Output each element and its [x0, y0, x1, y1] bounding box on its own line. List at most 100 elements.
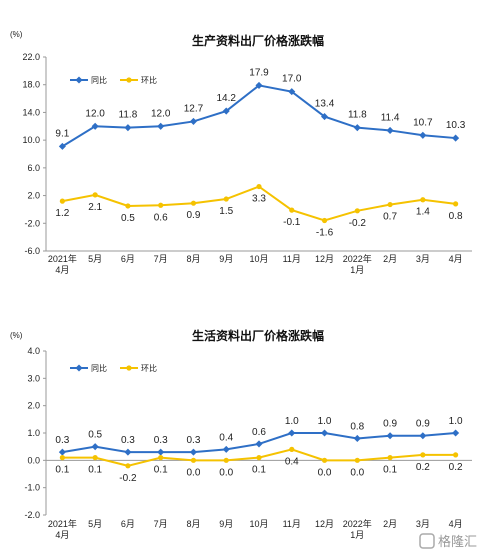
series-point: [289, 446, 295, 452]
data-label: 0.3: [55, 435, 69, 446]
data-label: 1.0: [449, 416, 463, 427]
watermark: 格隆汇: [419, 533, 477, 549]
chart-producer-goods: 生产资料出厂价格涨跌幅 (%) 22.0 18.0 14.0 10.0 6.0 2.0 -2.0…: [10, 30, 472, 275]
series-point: [289, 207, 295, 213]
x-tick-label: 8月: [186, 519, 200, 529]
data-label: 0.6: [154, 212, 168, 223]
series-point: [92, 455, 98, 461]
series-point: [419, 131, 427, 139]
series-point: [452, 429, 460, 437]
data-label: 0.0: [350, 467, 364, 478]
series-point: [387, 455, 393, 461]
y-axis-unit: (%): [10, 30, 23, 39]
data-label: 11.8: [119, 110, 138, 121]
data-label: 10.3: [446, 120, 466, 131]
legend-marker: [75, 76, 83, 84]
x-tick-label: 6月: [121, 519, 135, 529]
series-point: [223, 196, 229, 202]
series-point: [189, 117, 197, 125]
data-label: 2.1: [88, 202, 102, 213]
data-label: 9.1: [55, 128, 69, 139]
x-tick-label: 9月: [219, 254, 233, 264]
data-label: 11.4: [381, 112, 400, 123]
data-label: 0.6: [252, 427, 266, 438]
series-point: [157, 448, 165, 456]
legend-label: 同比: [91, 75, 107, 85]
x-tick-label: 10月: [249, 254, 268, 264]
data-label: 0.9: [416, 419, 430, 430]
data-label: 0.7: [383, 212, 397, 223]
data-label: 0.3: [187, 435, 201, 446]
data-label: -0.1: [283, 217, 301, 228]
legend-label: 同比: [91, 363, 107, 373]
series-point: [386, 432, 394, 440]
y-tick-label: 18.0: [22, 80, 40, 90]
legend-marker: [126, 77, 132, 83]
data-label: 12.0: [85, 108, 105, 119]
series-point: [125, 203, 131, 209]
x-tick-label: 11月: [283, 519, 301, 529]
data-label: 0.1: [154, 465, 168, 476]
data-label: 0.1: [252, 465, 266, 476]
data-label: 0.4: [219, 432, 233, 443]
y-tick-label: 10.0: [22, 135, 40, 145]
series-point: [158, 455, 164, 461]
y-tick-label: 6.0: [27, 163, 40, 173]
data-label: -0.2: [119, 473, 137, 484]
x-tick-label: 2022年 1月: [343, 253, 372, 275]
series-point: [321, 457, 328, 463]
legend-label: 环比: [141, 363, 157, 373]
y-tick-label: -2.0: [24, 218, 40, 228]
data-label: 1.5: [219, 206, 233, 217]
x-tick-label: 11月: [283, 254, 301, 264]
data-label: 0.9: [187, 210, 201, 221]
series-point: [453, 452, 459, 458]
series-point: [353, 434, 361, 443]
series-point: [124, 124, 132, 132]
series-point: [92, 192, 98, 198]
data-label: 0.1: [55, 465, 69, 476]
data-label: 17.9: [249, 67, 269, 78]
data-label: 0.1: [383, 465, 397, 476]
data-label: 12.0: [151, 108, 171, 119]
series-point: [420, 197, 426, 203]
series-point: [255, 81, 263, 89]
x-tick-label: 8月: [186, 254, 200, 264]
y-tick-label: 4.0: [27, 346, 40, 356]
series-point: [288, 429, 296, 437]
series-point: [189, 448, 197, 456]
data-label: 0.2: [449, 462, 463, 473]
data-label: -1.6: [316, 228, 334, 239]
y-tick-label: 1.0: [27, 428, 40, 438]
y-tick-label: 3.0: [27, 373, 40, 383]
series-point: [59, 455, 65, 461]
data-label: 3.3: [252, 194, 266, 205]
series-point: [353, 124, 361, 132]
x-tick-label: 2021年 4月: [48, 518, 77, 540]
series-point: [223, 457, 229, 463]
y-tick-label: 2.0: [27, 401, 40, 411]
y-tick-label: -2.0: [24, 510, 40, 520]
x-tick-label: 2月: [383, 254, 397, 264]
series-point: [58, 142, 66, 150]
data-label: 0.3: [154, 435, 168, 446]
data-label: 1.2: [55, 208, 69, 219]
series-point: [255, 440, 263, 448]
y-tick-label: -6.0: [24, 246, 40, 256]
data-label: 0.0: [187, 467, 201, 478]
series-point: [420, 452, 426, 458]
series-point: [58, 448, 66, 456]
series-point: [386, 126, 394, 134]
series-point: [222, 445, 230, 453]
y-tick-label: 2.0: [27, 191, 40, 201]
series-point: [222, 107, 230, 115]
series-point: [452, 134, 460, 142]
series-point: [158, 202, 164, 208]
x-tick-label: 7月: [154, 254, 168, 264]
y-tick-label: 0.0: [27, 455, 40, 465]
x-tick-label: 10月: [249, 519, 268, 529]
chart-consumer-goods: 生活资料出厂价格涨跌幅 (%) 4.0 3.0 2.0 1.0 0.0 -1.0 -2.0 202…: [10, 328, 472, 540]
series-point: [256, 183, 262, 190]
data-label: 13.4: [315, 99, 335, 110]
data-label: 0.0: [318, 467, 332, 478]
